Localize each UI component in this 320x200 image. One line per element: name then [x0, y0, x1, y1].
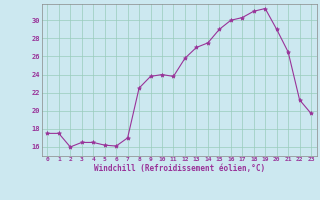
- X-axis label: Windchill (Refroidissement éolien,°C): Windchill (Refroidissement éolien,°C): [94, 164, 265, 173]
